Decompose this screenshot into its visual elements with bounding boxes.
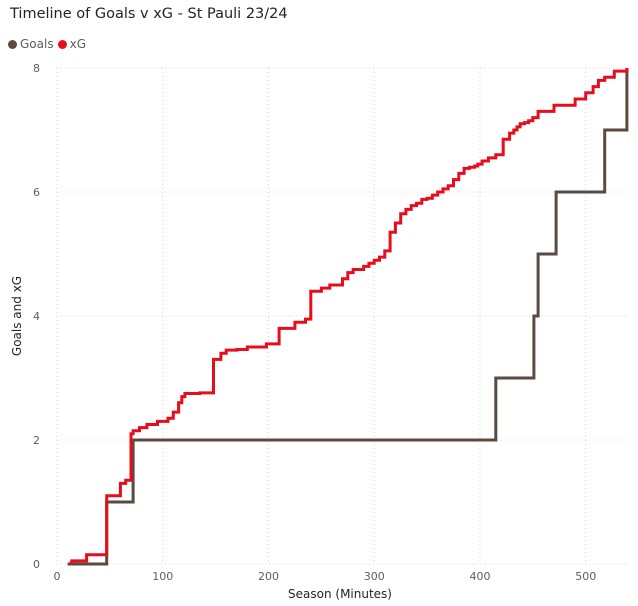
x-tick-label: 200 <box>258 570 279 583</box>
legend: Goals xG <box>8 37 90 51</box>
axis-layer: 0 2 4 6 8 0 100 200 300 400 500 <box>33 62 596 583</box>
legend-item-xg[interactable]: xG <box>57 37 86 51</box>
x-tick-label: 0 <box>54 570 61 583</box>
x-tick-label: 400 <box>469 570 490 583</box>
grid-layer <box>56 67 628 565</box>
y-tick-label: 2 <box>33 434 40 447</box>
legend-swatch-goals <box>8 39 17 49</box>
y-tick-label: 4 <box>33 310 40 323</box>
legend-label-xg: xG <box>69 37 86 51</box>
x-tick-label: 100 <box>152 570 173 583</box>
series-line-xg <box>69 68 629 565</box>
legend-label-goals: Goals <box>20 37 54 51</box>
legend-item-goals[interactable]: Goals <box>8 37 54 51</box>
x-axis-label: Season (Minutes) <box>288 587 392 601</box>
x-tick-label: 500 <box>575 570 596 583</box>
series-line-goals <box>67 68 629 566</box>
legend-swatch-xg <box>57 39 67 49</box>
x-tick-label: 300 <box>364 570 385 583</box>
chart-title: Timeline of Goals v xG - St Pauli 23/24 <box>10 6 288 22</box>
y-axis-label: Goals and xG <box>10 276 24 356</box>
series-layer <box>67 68 629 566</box>
y-tick-label: 0 <box>33 558 40 571</box>
y-tick-label: 8 <box>33 62 40 75</box>
y-tick-label: 6 <box>33 186 40 199</box>
